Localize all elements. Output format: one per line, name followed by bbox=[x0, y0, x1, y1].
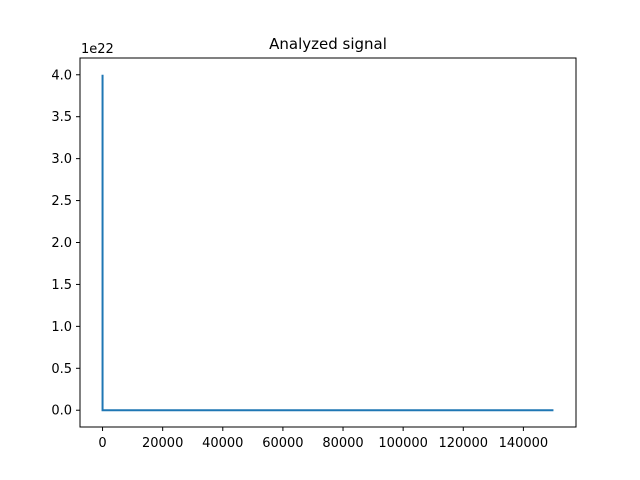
x-tick-label: 60000 bbox=[262, 436, 303, 451]
chart-title: Analyzed signal bbox=[269, 35, 387, 53]
y-offset-label: 1e22 bbox=[81, 42, 114, 57]
y-tick-label: 1.5 bbox=[51, 278, 72, 293]
x-tick-label: 20000 bbox=[142, 436, 183, 451]
x-axis: 0 20000 40000 60000 80000 100000 120000 140000 bbox=[98, 427, 548, 451]
x-tick-label: 100000 bbox=[378, 436, 428, 451]
y-tick-label: 3.0 bbox=[51, 152, 72, 167]
y-tick-label: 1.0 bbox=[51, 320, 72, 335]
plot-area bbox=[101, 74, 554, 412]
y-tick-label: 0.5 bbox=[51, 362, 72, 377]
y-tick-label: 4.0 bbox=[51, 68, 72, 83]
x-tick-label: 80000 bbox=[322, 436, 363, 451]
x-tick-label: 0 bbox=[98, 436, 106, 451]
y-tick-label: 3.5 bbox=[51, 110, 72, 125]
x-tick-label: 140000 bbox=[499, 436, 549, 451]
series-line-0 bbox=[101, 74, 554, 412]
y-tick-label: 2.0 bbox=[51, 236, 72, 251]
axes-frame bbox=[79, 57, 577, 428]
x-tick-label: 120000 bbox=[438, 436, 488, 451]
x-tick-label: 40000 bbox=[202, 436, 243, 451]
y-tick-label: 2.5 bbox=[51, 194, 72, 209]
y-axis: 0.0 0.5 1.0 1.5 2.0 2.5 3.0 3.5 4.0 bbox=[51, 68, 80, 419]
y-tick-label: 0.0 bbox=[51, 404, 72, 419]
